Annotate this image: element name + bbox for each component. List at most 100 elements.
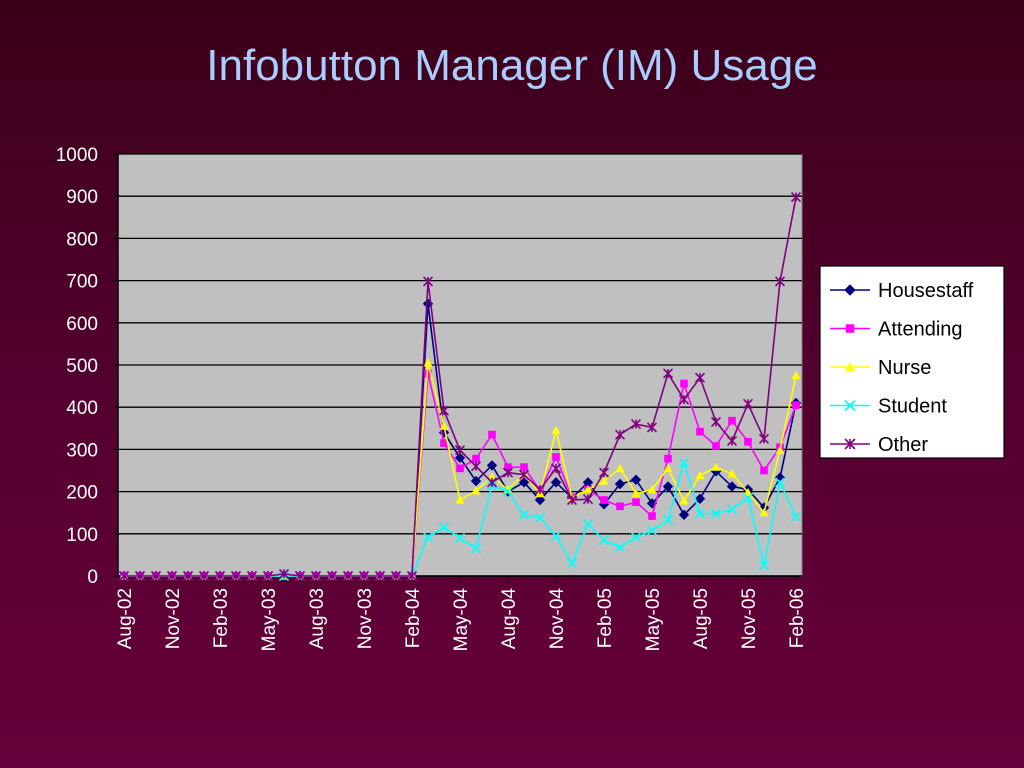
y-tick-label: 500 <box>66 356 98 377</box>
data-point-attending <box>680 379 688 388</box>
data-point-other <box>774 276 786 287</box>
y-tick-label: 300 <box>66 440 98 461</box>
data-point-other <box>678 394 690 405</box>
x-tick-label: Nov-05 <box>739 588 760 649</box>
data-point-attending <box>600 496 608 504</box>
data-point-student <box>454 532 466 544</box>
data-point-housestaff <box>678 509 690 521</box>
data-point-student <box>582 519 594 530</box>
data-point-nurse <box>663 463 673 472</box>
data-point-other <box>758 433 770 444</box>
data-point-attending <box>456 464 464 473</box>
slide-title: Infobutton Manager (IM) Usage <box>206 41 818 90</box>
legend: Housestaff Attending Nurse Student Other <box>819 265 1005 459</box>
series-other <box>118 191 802 582</box>
data-point-other <box>358 570 370 582</box>
data-point-other <box>230 570 242 582</box>
legend-marker-housestaff <box>844 284 856 296</box>
data-point-other <box>518 469 530 480</box>
legend-label-other: Other <box>878 434 928 456</box>
data-point-other <box>454 445 466 456</box>
data-point-other <box>390 570 402 582</box>
data-point-student <box>774 477 786 488</box>
y-tick-label: 0 <box>87 567 98 588</box>
data-point-other <box>326 570 338 582</box>
legend-item-housestaff: Housestaff <box>830 280 974 302</box>
data-point-student <box>566 558 578 569</box>
data-point-nurse <box>791 371 801 380</box>
data-point-other <box>406 570 418 582</box>
data-point-nurse <box>599 476 609 485</box>
data-point-nurse <box>695 471 705 480</box>
data-point-student <box>758 560 770 571</box>
legend-box <box>819 265 1005 459</box>
data-point-nurse <box>455 495 465 504</box>
x-tick-label: Nov-04 <box>547 588 568 650</box>
legend-label-attending: Attending <box>878 319 963 341</box>
data-point-attending <box>632 498 640 506</box>
legend-label-student: Student <box>878 396 947 418</box>
data-point-nurse <box>583 484 593 494</box>
data-point-attending <box>664 454 672 463</box>
data-point-nurse <box>471 486 481 495</box>
legend-marker-attending <box>845 324 855 333</box>
y-tick-label: 200 <box>66 483 98 504</box>
data-point-attending <box>504 463 512 471</box>
data-point-student <box>502 486 514 497</box>
x-tick-label: Feb-06 <box>787 588 808 648</box>
data-point-student <box>694 508 706 519</box>
x-tick-label: Nov-03 <box>355 588 376 649</box>
data-point-housestaff <box>630 474 642 485</box>
data-point-other <box>150 570 162 582</box>
data-point-nurse <box>743 487 753 497</box>
data-point-nurse <box>775 445 785 454</box>
data-point-other <box>726 435 738 447</box>
x-tick-label: Nov-02 <box>163 588 184 649</box>
data-point-other <box>710 416 722 428</box>
data-point-nurse <box>423 358 433 367</box>
y-tick-label: 800 <box>66 229 98 250</box>
x-tick-label: Aug-05 <box>691 588 712 649</box>
legend-marker-nurse <box>845 362 855 371</box>
data-point-student <box>678 457 690 468</box>
data-point-attending <box>488 430 496 439</box>
legend-label-housestaff: Housestaff <box>878 280 974 302</box>
data-point-student <box>534 512 546 523</box>
data-point-student <box>422 532 434 543</box>
data-point-attending <box>472 454 480 463</box>
data-point-other <box>342 570 354 582</box>
data-point-student <box>438 522 450 533</box>
data-point-student <box>598 535 610 546</box>
data-point-attending <box>616 502 624 511</box>
data-point-other <box>790 191 802 203</box>
data-point-other <box>166 570 178 582</box>
data-point-other <box>550 463 562 474</box>
x-tick-label: Aug-03 <box>307 588 328 649</box>
data-point-student <box>790 511 802 522</box>
y-tick-label: 400 <box>66 398 98 419</box>
y-tick-label: 700 <box>66 272 98 293</box>
data-point-other <box>294 570 306 582</box>
data-point-housestaff <box>662 481 674 492</box>
data-point-other <box>262 570 274 582</box>
legend-item-nurse: Nurse <box>830 357 931 379</box>
data-point-attending <box>648 512 656 520</box>
data-point-housestaff <box>486 460 498 471</box>
legend-item-student: Student <box>830 396 947 418</box>
data-point-nurse <box>631 489 641 498</box>
y-tick-label: 900 <box>66 187 98 208</box>
data-point-nurse <box>487 472 497 481</box>
series-lines <box>118 191 802 582</box>
data-point-nurse <box>679 496 689 505</box>
data-point-other <box>742 398 754 409</box>
data-point-student <box>518 509 530 520</box>
data-point-nurse <box>615 463 625 472</box>
data-point-other <box>566 494 578 506</box>
data-point-student <box>550 530 562 541</box>
y-axis-tick-labels: 0 100 200 300 400 500 600 700 800 900 1000 <box>56 145 98 588</box>
legend-item-attending: Attending <box>830 319 963 341</box>
data-point-attending <box>760 466 768 475</box>
data-point-other <box>646 422 658 433</box>
x-axis-tick-labels: Aug-02 Nov-02 Feb-03 May-03 Aug-03 Nov-03 Feb-… <box>115 576 808 651</box>
y-tick-label: 100 <box>66 525 98 546</box>
